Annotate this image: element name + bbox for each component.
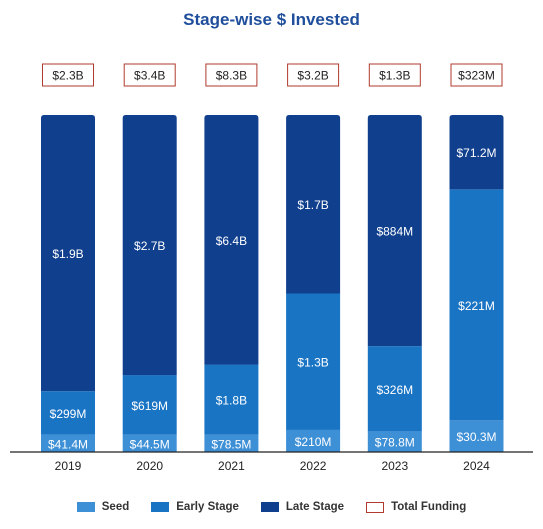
total-label-2020: $3.4B — [134, 69, 165, 83]
value-label-seed-2023: $78.8M — [375, 436, 415, 450]
bar-seed-2023 — [367, 431, 422, 452]
total-box-2021 — [205, 63, 258, 87]
value-label-early-stage-2021: $1.8B — [216, 394, 247, 408]
x-tick-label-2019: 2019 — [55, 459, 82, 473]
x-tick-label-2024: 2024 — [463, 459, 490, 473]
bar-late-stage-2020 — [122, 115, 177, 376]
value-label-seed-2019: $41.4M — [48, 437, 88, 451]
bar-late-stage-2023 — [367, 115, 422, 347]
bar-seed-2024 — [449, 420, 504, 452]
value-label-late-stage-2019: $1.9B — [52, 247, 83, 261]
value-label-seed-2021: $78.5M — [211, 437, 251, 451]
legend-swatch-early-stage — [151, 502, 170, 512]
value-label-late-stage-2020: $2.7B — [134, 239, 165, 253]
legend: Seed Early Stage Late Stage Total Fundin… — [0, 501, 543, 513]
bar-early-stage-2023 — [367, 346, 422, 432]
value-label-late-stage-2022: $1.7B — [297, 198, 328, 212]
total-box-2023 — [368, 63, 421, 87]
legend-item-early-stage: Early Stage — [151, 501, 239, 513]
bar-early-stage-2019 — [41, 391, 95, 435]
bar-seed-2019 — [41, 434, 95, 452]
value-label-seed-2022: $210M — [295, 435, 332, 449]
value-label-early-stage-2020: $619M — [131, 399, 168, 413]
value-label-seed-2020: $44.5M — [130, 437, 170, 451]
legend-label-total-funding: Total Funding — [391, 501, 467, 513]
legend-item-late-stage: Late Stage — [260, 501, 345, 513]
total-label-2019: $2.3B — [52, 69, 83, 83]
legend-swatch-late-stage — [260, 502, 279, 512]
chart-title: Stage-wise $ Invested — [183, 10, 360, 29]
bar-seed-2020 — [122, 434, 177, 452]
bar-early-stage-2020 — [122, 375, 177, 435]
bar-seed-2022 — [286, 429, 341, 452]
bar-seed-2021 — [204, 434, 259, 452]
total-box-2022 — [287, 63, 340, 87]
bar-early-stage-2024 — [449, 189, 504, 421]
value-label-early-stage-2019: $299M — [50, 407, 87, 421]
x-tick-label-2021: 2021 — [218, 459, 245, 473]
bar-late-stage-2021 — [204, 115, 259, 365]
bar-early-stage-2021 — [204, 364, 259, 435]
total-label-2023: $1.3B — [379, 69, 410, 83]
x-tick-label-2023: 2023 — [381, 459, 408, 473]
value-label-early-stage-2024: $221M — [458, 299, 495, 313]
stacked-bar-chart: $2.3B $41.4M $299M $1.9B 2019 $3.4B $44.5M $619… — [10, 63, 533, 473]
value-label-late-stage-2023: $884M — [376, 225, 413, 239]
legend-label-early-stage: Early Stage — [176, 501, 239, 513]
bar-late-stage-2024 — [449, 115, 504, 190]
value-label-late-stage-2024: $71.2M — [456, 146, 496, 160]
legend-label-late-stage: Late Stage — [285, 501, 345, 513]
bar-early-stage-2022 — [286, 293, 341, 430]
total-box-2020 — [123, 63, 176, 87]
x-tick-label-2022: 2022 — [300, 459, 327, 473]
x-tick-label-2020: 2020 — [136, 459, 163, 473]
legend-item-total-funding: Total Funding — [366, 501, 466, 513]
bar-late-stage-2019 — [41, 115, 95, 392]
legend-swatch-seed — [76, 502, 95, 512]
value-label-late-stage-2021: $6.4B — [216, 234, 247, 248]
value-label-early-stage-2023: $326M — [376, 383, 413, 397]
total-box-2019 — [42, 63, 94, 87]
bar-late-stage-2022 — [286, 115, 341, 294]
legend-item-seed: Seed — [76, 501, 130, 513]
total-label-2021: $8.3B — [216, 69, 247, 83]
total-label-2022: $3.2B — [297, 69, 328, 83]
total-box-2024 — [450, 63, 503, 87]
total-label-2024: $323M — [458, 69, 495, 83]
legend-swatch-total-funding — [366, 501, 385, 513]
legend-label-seed: Seed — [101, 501, 130, 513]
value-label-seed-2024: $30.3M — [456, 430, 496, 444]
value-label-early-stage-2022: $1.3B — [297, 356, 328, 370]
